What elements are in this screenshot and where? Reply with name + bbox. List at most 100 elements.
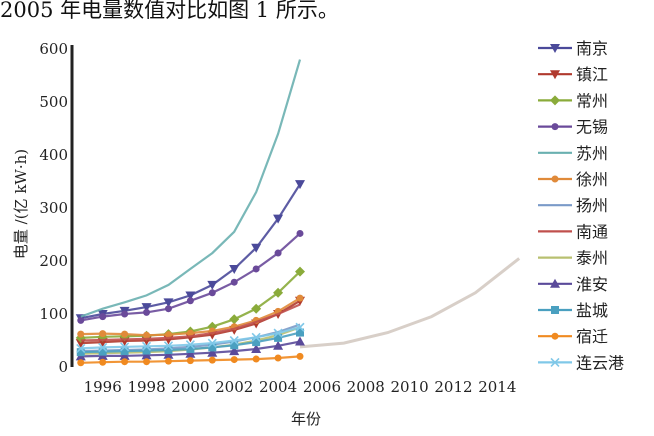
legend-label: 徐州 bbox=[576, 170, 608, 189]
series-1 bbox=[75, 180, 305, 324]
legend-item: 盐城 bbox=[538, 301, 608, 320]
x-tick-label: 1998 bbox=[127, 378, 165, 396]
series-line bbox=[80, 303, 301, 342]
data-point bbox=[164, 305, 172, 313]
x-axis: 1996 1998 2000 2002 2004 2006 2008 2010 2012 2014 bbox=[84, 378, 517, 396]
series-line bbox=[80, 232, 301, 322]
data-point bbox=[143, 308, 151, 316]
legend-item: 南通 bbox=[538, 222, 608, 241]
legend-label: 盐城 bbox=[576, 301, 608, 320]
series-5 bbox=[80, 59, 302, 318]
data-point bbox=[273, 214, 284, 224]
data-point bbox=[77, 359, 85, 367]
legend-marker bbox=[550, 357, 560, 367]
series-12 bbox=[77, 352, 304, 367]
data-point bbox=[98, 347, 107, 356]
legend-item: 淮安 bbox=[538, 275, 608, 294]
data-point bbox=[208, 343, 217, 352]
data-point bbox=[295, 322, 305, 332]
data-point bbox=[185, 291, 196, 301]
data-point bbox=[207, 347, 218, 357]
data-point bbox=[141, 341, 152, 351]
data-point bbox=[230, 278, 238, 286]
data-point bbox=[164, 357, 172, 365]
data-point bbox=[296, 328, 304, 337]
caption-text: 2005 年电量数值对比如图 1 所示。 bbox=[0, 0, 339, 22]
data-point bbox=[274, 249, 282, 257]
legend-label: 镇江 bbox=[576, 65, 608, 84]
data-point bbox=[229, 314, 240, 325]
data-point bbox=[252, 355, 260, 363]
legend-marker bbox=[550, 95, 560, 106]
legend-label: 苏州 bbox=[576, 144, 608, 163]
series-13 bbox=[76, 322, 305, 354]
data-point bbox=[229, 335, 239, 346]
x-tick-label: 2014 bbox=[478, 378, 516, 396]
series-line bbox=[80, 59, 302, 318]
series-11 bbox=[76, 328, 304, 357]
data-point bbox=[251, 243, 262, 253]
legend-label: 淮安 bbox=[576, 275, 608, 294]
data-point bbox=[251, 303, 262, 314]
plot-lines bbox=[75, 59, 521, 367]
legend-item: 镇江 bbox=[538, 65, 608, 84]
x-tick-label: 2006 bbox=[303, 378, 341, 396]
data-point bbox=[121, 358, 129, 366]
y-axis-title: 电量 /(亿 kW·h) bbox=[12, 149, 30, 259]
data-point bbox=[295, 336, 305, 346]
data-point bbox=[143, 358, 151, 366]
y-tick-label: 400 bbox=[39, 146, 68, 164]
data-point bbox=[251, 332, 261, 342]
legend-item: 无锡 bbox=[538, 118, 608, 137]
x-axis-title: 年份 bbox=[291, 410, 321, 428]
legend-item: 宿迁 bbox=[538, 327, 608, 346]
data-point bbox=[77, 330, 85, 338]
data-point bbox=[296, 229, 304, 237]
series-8 bbox=[80, 303, 301, 342]
data-point bbox=[120, 347, 129, 356]
legend-item: 南京 bbox=[538, 39, 608, 58]
data-point bbox=[163, 341, 174, 351]
legend-marker bbox=[551, 306, 559, 314]
x-tick-label: 1996 bbox=[84, 378, 122, 396]
data-point bbox=[163, 298, 174, 308]
data-point bbox=[186, 297, 194, 305]
data-point bbox=[163, 349, 174, 359]
legend-label: 南京 bbox=[576, 39, 608, 58]
y-axis: 0 100 200 300 400 500 600 bbox=[39, 40, 74, 376]
data-point bbox=[229, 346, 240, 356]
data-point bbox=[296, 352, 304, 360]
legend-label: 连云港 bbox=[576, 353, 624, 372]
data-point bbox=[143, 331, 151, 339]
data-point bbox=[296, 294, 304, 302]
legend-item: 苏州 bbox=[538, 144, 608, 163]
x-tick-label: 2002 bbox=[215, 378, 253, 396]
legend-marker bbox=[551, 123, 559, 131]
data-point bbox=[76, 343, 86, 354]
data-point bbox=[252, 338, 261, 347]
legend-marker bbox=[550, 70, 560, 80]
series-10 bbox=[75, 336, 305, 361]
data-point bbox=[141, 303, 152, 313]
legend-label: 宿迁 bbox=[576, 327, 608, 346]
data-point bbox=[230, 341, 239, 350]
data-point bbox=[274, 354, 282, 362]
x-tick-label: 2004 bbox=[259, 378, 297, 396]
y-tick-label: 200 bbox=[39, 252, 68, 270]
legend-label: 扬州 bbox=[576, 196, 608, 215]
data-point bbox=[99, 358, 107, 366]
data-point bbox=[252, 265, 260, 273]
data-point bbox=[295, 180, 305, 190]
legend-item: 常州 bbox=[538, 91, 608, 110]
y-tick-label: 500 bbox=[39, 93, 68, 111]
data-point bbox=[164, 331, 172, 339]
data-point bbox=[121, 310, 129, 318]
data-point bbox=[207, 280, 218, 290]
x-tick-label: 2008 bbox=[347, 378, 385, 396]
data-point bbox=[207, 338, 217, 348]
data-point bbox=[230, 356, 238, 364]
data-point bbox=[295, 266, 305, 277]
legend-label: 南通 bbox=[576, 222, 608, 241]
